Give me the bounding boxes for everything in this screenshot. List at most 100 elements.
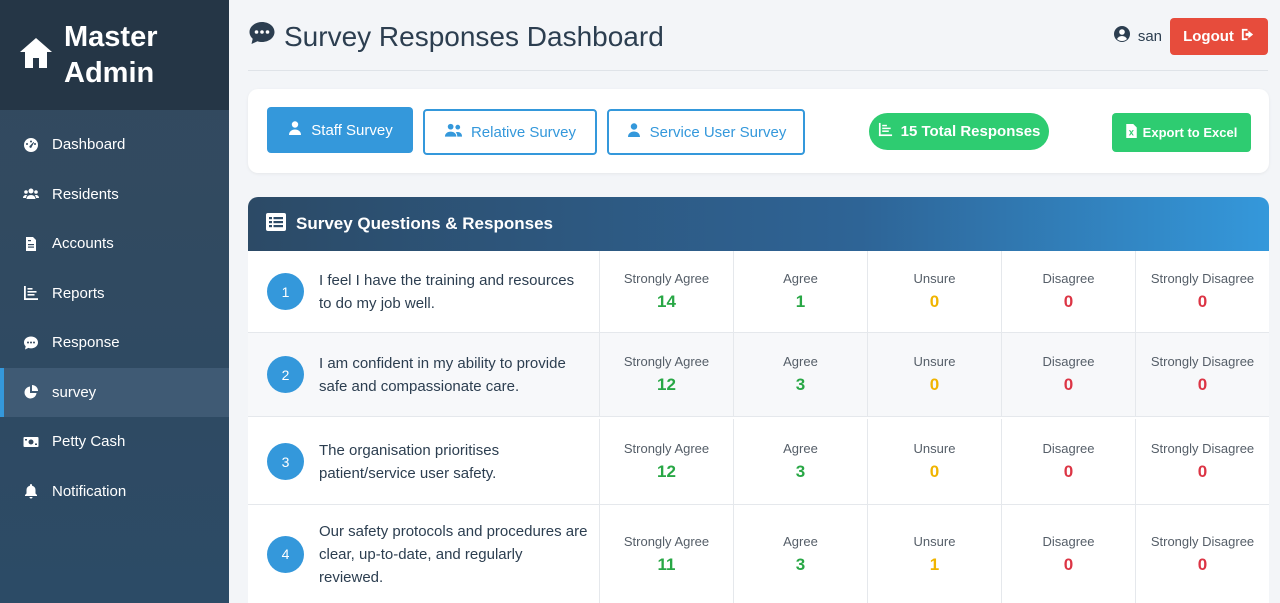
response-strongly-disagree: Strongly Disagree 0 bbox=[1136, 419, 1269, 504]
page-title: Survey Responses Dashboard bbox=[248, 20, 664, 53]
response-label: Strongly Disagree bbox=[1150, 533, 1255, 549]
logout-label: Logout bbox=[1183, 28, 1234, 45]
file-excel-icon bbox=[1125, 124, 1137, 141]
response-unsure: Unsure 0 bbox=[868, 251, 1002, 332]
sidebar-item-label: Notification bbox=[52, 482, 127, 500]
user-circle-icon bbox=[1113, 26, 1130, 46]
response-strongly-agree: Strongly Agree 12 bbox=[600, 333, 734, 416]
response-count: 0 bbox=[929, 292, 940, 311]
logout-button[interactable]: Logout bbox=[1170, 18, 1268, 55]
chart-pie-icon bbox=[22, 383, 40, 401]
chart-line-icon bbox=[22, 284, 40, 302]
sidebar-item-label: Petty Cash bbox=[52, 433, 126, 451]
response-count: 0 bbox=[929, 462, 940, 481]
response-count: 0 bbox=[1197, 292, 1208, 311]
response-count: 1 bbox=[795, 292, 806, 311]
response-unsure: Unsure 0 bbox=[868, 333, 1002, 416]
response-count: 11 bbox=[657, 554, 676, 574]
response-disagree: Disagree 0 bbox=[1002, 505, 1136, 603]
questions-header: Survey Questions & Responses bbox=[248, 197, 1269, 251]
response-count: 3 bbox=[795, 375, 806, 394]
bell-icon bbox=[22, 482, 40, 500]
question-cell: 4 Our safety protocols and procedures ar… bbox=[248, 505, 600, 603]
relative-survey-button[interactable]: Relative Survey bbox=[423, 109, 597, 155]
file-invoice-icon bbox=[22, 235, 40, 253]
total-responses-text: 15 Total Responses bbox=[900, 123, 1041, 140]
sidebar-item-response[interactable]: Response bbox=[0, 318, 229, 368]
response-count: 3 bbox=[795, 462, 806, 481]
response-disagree: Disagree 0 bbox=[1002, 251, 1136, 332]
survey-toolbar: Staff Survey Relative Survey Service Use… bbox=[248, 89, 1269, 173]
username: san bbox=[1137, 27, 1162, 45]
response-strongly-agree: Strongly Agree 11 bbox=[600, 505, 734, 603]
sidebar-item-survey[interactable]: survey bbox=[0, 367, 229, 417]
brand[interactable]: Master Admin bbox=[0, 0, 229, 110]
user-info[interactable]: san bbox=[1113, 26, 1162, 46]
sidebar-item-reports[interactable]: Reports bbox=[0, 269, 229, 319]
sidebar-item-residents[interactable]: Residents bbox=[0, 170, 229, 220]
response-disagree: Disagree 0 bbox=[1002, 333, 1136, 416]
response-label: Unsure bbox=[913, 271, 956, 286]
response-agree: Agree 3 bbox=[734, 333, 868, 416]
sidebar-item-label: Accounts bbox=[52, 235, 114, 253]
response-count: 1 bbox=[929, 554, 940, 574]
response-label: Unsure bbox=[913, 354, 956, 369]
gauge-icon bbox=[22, 136, 40, 154]
question-number: 4 bbox=[267, 535, 304, 573]
response-label: Strongly Agree bbox=[623, 533, 710, 549]
sidebar-item-accounts[interactable]: Accounts bbox=[0, 219, 229, 269]
users-icon bbox=[22, 185, 40, 203]
question-row: 1 I feel I have the training and resourc… bbox=[248, 251, 1269, 333]
response-label: Agree bbox=[783, 354, 818, 369]
response-count: 0 bbox=[1197, 375, 1208, 394]
response-unsure: Unsure 0 bbox=[868, 419, 1002, 504]
service-user-survey-label: Service User Survey bbox=[649, 123, 787, 141]
export-excel-button[interactable]: Export to Excel bbox=[1112, 113, 1251, 152]
staff-survey-label: Staff Survey bbox=[311, 121, 393, 139]
response-label: Agree bbox=[783, 441, 818, 456]
staff-survey-button[interactable]: Staff Survey bbox=[267, 107, 413, 153]
total-responses-badge: 15 Total Responses bbox=[869, 113, 1049, 150]
sidebar-item-notification[interactable]: Notification bbox=[0, 467, 229, 517]
response-agree: Agree 3 bbox=[734, 505, 868, 603]
sidebar-item-dashboard[interactable]: Dashboard bbox=[0, 120, 229, 170]
export-excel-label: Export to Excel bbox=[1142, 125, 1238, 140]
response-label: Strongly Disagree bbox=[1150, 271, 1255, 286]
response-strongly-disagree: Strongly Disagree 0 bbox=[1136, 505, 1269, 603]
question-cell: 3 The organisation prioritises patient/s… bbox=[248, 419, 600, 504]
page-title-text: Survey Responses Dashboard bbox=[284, 20, 664, 52]
question-row: 3 The organisation prioritises patient/s… bbox=[248, 419, 1269, 505]
list-alt-icon bbox=[266, 212, 286, 236]
sidebar-item-label: Response bbox=[52, 334, 120, 352]
user-icon bbox=[626, 122, 642, 142]
page-header: Survey Responses Dashboard san Logout bbox=[248, 0, 1268, 71]
response-disagree: Disagree 0 bbox=[1002, 419, 1136, 504]
response-count: 12 bbox=[657, 375, 676, 394]
response-agree: Agree 3 bbox=[734, 419, 868, 504]
response-count: 14 bbox=[657, 292, 676, 311]
response-label: Agree bbox=[783, 271, 818, 286]
questions-title: Survey Questions & Responses bbox=[296, 214, 553, 233]
home-icon bbox=[18, 36, 54, 75]
chart-line-icon bbox=[878, 122, 893, 141]
question-text: Our safety protocols and procedures are … bbox=[319, 522, 588, 586]
survey-questions-card: Survey Questions & Responses 1 I feel I … bbox=[248, 197, 1269, 603]
question-cell: 1 I feel I have the training and resourc… bbox=[248, 251, 600, 332]
question-row: 2 I am confident in my ability to provid… bbox=[248, 333, 1269, 417]
response-label: Strongly Agree bbox=[623, 441, 710, 456]
question-number: 3 bbox=[267, 443, 304, 480]
service-user-survey-button[interactable]: Service User Survey bbox=[607, 109, 805, 155]
response-label: Unsure bbox=[913, 441, 956, 456]
sidebar-item-label: Residents bbox=[52, 185, 119, 203]
sidebar-item-petty-cash[interactable]: Petty Cash bbox=[0, 417, 229, 467]
response-strongly-agree: Strongly Agree 14 bbox=[600, 251, 734, 332]
question-number: 2 bbox=[267, 356, 304, 393]
comment-dots-icon bbox=[22, 334, 40, 352]
response-label: Disagree bbox=[1042, 271, 1095, 286]
response-count: 0 bbox=[929, 375, 940, 394]
sidebar-item-label: survey bbox=[52, 383, 97, 401]
sign-out-icon bbox=[1240, 27, 1255, 46]
response-count: 0 bbox=[1197, 462, 1208, 481]
brand-title: Master Admin bbox=[64, 19, 158, 91]
response-count: 0 bbox=[1063, 375, 1074, 394]
